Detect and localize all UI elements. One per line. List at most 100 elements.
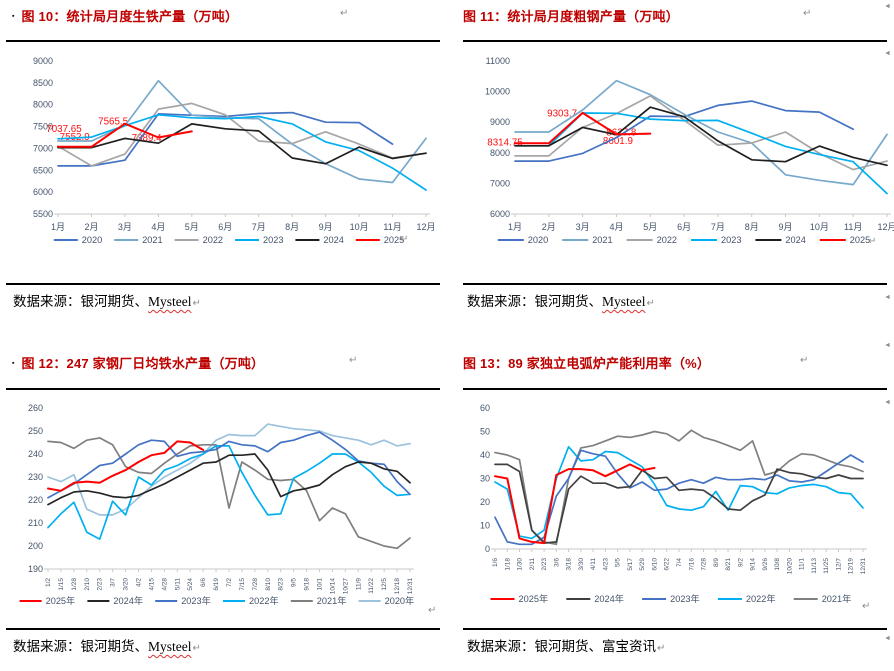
series-line-2024年 (494, 463, 864, 544)
x-axis-label: 1月 (51, 222, 65, 232)
y-axis-tick: 6000 (33, 187, 53, 197)
x-axis-label: 7/28 (701, 558, 708, 571)
x-axis-label: 11月 (844, 222, 862, 232)
figure-11-title: 图 11：统计局月度粗钢产量（万吨） (463, 9, 679, 24)
figure-11-data-source: 数据来源：银河期货、Mysteel↵ (467, 290, 655, 310)
series-line-2021年 (47, 437, 411, 550)
table-border (463, 40, 887, 42)
source-body: 银河期货、 (80, 639, 149, 654)
y-axis-tick: 20 (480, 497, 490, 507)
legend-label-2025: 2025 (850, 235, 870, 245)
chart-canvas-crude-steel[interactable]: 6000 7000 8000 9000 10000 11000 1月 2月 3月 4月 5月 6月 7月… (469, 46, 894, 252)
series-line-2025 (514, 111, 652, 145)
legend-label-2024: 2024 (323, 235, 343, 245)
x-axis-label: 4/28 (161, 578, 168, 591)
x-axis-label: 3月 (118, 222, 132, 232)
chart-canvas-eaf-utilization[interactable]: 0 10 20 30 40 50 60 1/6 1/18 1/30 2/11 2/23 3/6 3/18 3… (467, 394, 877, 618)
legend-label-2023年: 2023年 (181, 595, 211, 606)
source-flagged-word: Mysteel (148, 639, 192, 654)
source-body: 银河期货、 (534, 294, 603, 309)
chart-canvas-pig-iron[interactable]: 5500 6000 6500 7000 7500 8000 8500 9000 1月 2月 3月 4月… (20, 46, 440, 252)
x-axis-label: 7/4 (676, 558, 683, 567)
x-axis-label: 3/7 (110, 578, 117, 587)
legend-label-2022: 2022 (203, 235, 223, 245)
x-axis-label: 8/9 (713, 558, 720, 567)
y-axis-tick: 8500 (33, 78, 53, 88)
figure-13-title: 图 13：89 家独立电弧炉产能利用率（%） (463, 356, 711, 371)
y-axis-tick: 8000 (490, 148, 510, 158)
x-axis-label: 1/18 (504, 558, 511, 571)
paragraph-mark-icon: ↵ (800, 355, 809, 366)
y-axis-tick: 250 (28, 426, 43, 436)
source-flagged-word: Mysteel (148, 294, 192, 309)
x-axis-label: 8/23 (278, 578, 285, 591)
legend-label-2022: 2022 (657, 235, 677, 245)
figure-12-title: 图 12：247 家钢厂日均铁水产量（万吨） (21, 356, 265, 371)
y-axis-tick: 0 (485, 544, 490, 554)
series-line-2022 (57, 102, 427, 167)
series-line-2023年 (47, 431, 411, 499)
table-border (6, 283, 440, 285)
data-label: 7565.5 (98, 117, 129, 128)
x-axis-label: 6/6 (200, 578, 207, 587)
x-axis-label: 6/19 (213, 578, 220, 591)
x-axis-label: 11月 (383, 222, 401, 232)
source-label: 数据来源： (13, 294, 81, 309)
x-axis-label: 3月 (576, 222, 590, 232)
legend-label-2023年: 2023年 (670, 593, 700, 604)
y-axis-tick: 40 (480, 450, 490, 460)
legend-label-2021: 2021 (142, 235, 162, 245)
x-axis-label: 7/15 (239, 578, 246, 591)
x-axis-label: 12/31 (407, 578, 414, 595)
y-axis-tick: 10000 (485, 87, 510, 97)
y-axis-tick: 60 (480, 403, 490, 413)
x-axis-label: 4/2 (136, 578, 143, 587)
figure-panel-13: 图 13：89 家独立电弧炉产能利用率（%） ↵ 0 10 20 30 40 50 60 1/… (455, 345, 894, 671)
series-line-2020年 (47, 423, 411, 516)
x-axis-label: 2月 (84, 222, 98, 232)
y-axis-tick: 9000 (490, 117, 510, 127)
y-axis-tick: 9000 (33, 56, 53, 66)
table-cell-mark-icon: ◄ (884, 3, 891, 10)
y-axis-tick: 50 (480, 427, 490, 437)
table-border (463, 283, 887, 285)
table-cell-mark-icon: ◄ (884, 342, 891, 349)
paragraph-mark-icon: ↵ (349, 355, 358, 366)
paragraph-mark-icon: ↵ (192, 298, 201, 309)
table-border (6, 628, 440, 630)
figure-12-chart-block: 190 200 210 220 230 240 250 260 1/2 1/15 1/28 2/10 2… (0, 394, 447, 629)
y-axis-tick: 7000 (490, 178, 510, 188)
x-axis-label: 4月 (609, 222, 623, 232)
legend-label-2025年: 2025年 (519, 593, 549, 604)
y-axis-tick: 7500 (33, 122, 53, 132)
legend-label-2020: 2020 (528, 235, 548, 245)
figure-10-chart-block: 5500 6000 6500 7000 7500 8000 8500 9000 1月 2月 3月 4月… (0, 46, 447, 281)
figure-10-title-row: ▪ 图 10：统计局月度生铁产量（万吨） ↵ (12, 6, 447, 28)
legend-label-2024年: 2024年 (594, 593, 624, 604)
legend-label-2022年: 2022年 (746, 593, 776, 604)
x-axis-label: 1月 (508, 222, 522, 232)
x-axis-label: 4/15 (148, 578, 155, 591)
x-axis-label: 10月 (810, 222, 829, 232)
series-line-2025年 (47, 440, 205, 492)
chart-canvas-hot-metal[interactable]: 190 200 210 220 230 240 250 260 1/2 1/15 1/28 2/10 2… (18, 394, 418, 618)
data-label: 8314.75 (487, 138, 523, 149)
y-axis-tick: 11000 (486, 56, 510, 66)
y-axis-tick: 260 (28, 403, 43, 413)
legend-label-2024: 2024 (785, 235, 805, 245)
x-axis-label: 10/1 (317, 578, 324, 591)
source-label: 数据来源： (467, 639, 535, 654)
y-axis-tick: 5500 (33, 209, 53, 219)
x-axis-label: 9月 (779, 222, 793, 232)
series-line-2022年 (47, 445, 411, 540)
paragraph-mark-icon: ↵ (868, 236, 877, 247)
x-axis-label: 5/24 (187, 578, 194, 591)
x-axis-label: 12/5 (381, 578, 388, 591)
series-line-2025年 (494, 463, 656, 545)
x-axis-label: 9月 (319, 222, 333, 232)
x-axis-label: 11/1 (799, 558, 806, 571)
x-axis-label: 5月 (643, 222, 657, 232)
legend-label-2022年: 2022年 (249, 595, 279, 606)
x-axis-label: 12月 (877, 222, 894, 232)
